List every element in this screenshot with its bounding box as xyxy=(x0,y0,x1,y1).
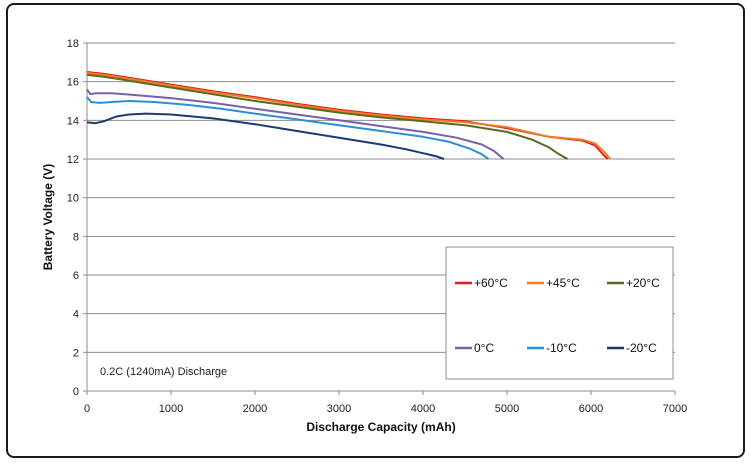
y-tick-label: 0 xyxy=(73,386,79,398)
y-tick-label: 16 xyxy=(67,77,79,89)
x-tick-label: 4000 xyxy=(411,403,435,415)
discharge-annotation: 0.2C (1240mA) Discharge xyxy=(100,366,227,378)
y-tick-label: 18 xyxy=(67,38,79,50)
legend-label-2: +45°C xyxy=(546,276,580,290)
legend-label-1: +60°C xyxy=(474,276,508,290)
y-axis-title: Battery Voltage (V) xyxy=(41,164,55,270)
y-tick-label: 8 xyxy=(73,231,79,243)
y-tick-label: 12 xyxy=(67,154,79,166)
legend-label-5: -10°C xyxy=(546,341,577,355)
x-tick-label: 7000 xyxy=(663,403,687,415)
series-line-6 xyxy=(86,112,445,160)
series-line-2 xyxy=(86,72,612,160)
y-tick-label: 6 xyxy=(73,270,79,282)
y-tick-label: 10 xyxy=(67,193,79,205)
y-tick-label: 4 xyxy=(73,309,79,321)
x-tick-label: 5000 xyxy=(495,403,519,415)
legend-label-6: -20°C xyxy=(626,341,657,355)
series-line-5 xyxy=(86,96,490,160)
x-tick-label: 1000 xyxy=(159,403,183,415)
x-tick-label: 2000 xyxy=(243,403,267,415)
series-line-3 xyxy=(86,73,568,160)
legend-box xyxy=(445,246,674,380)
x-tick-label: 3000 xyxy=(327,403,351,415)
y-tick-label: 2 xyxy=(73,347,79,359)
x-tick-label: 6000 xyxy=(579,403,603,415)
x-axis-title: Discharge Capacity (mAh) xyxy=(306,420,455,434)
y-tick-label: 14 xyxy=(67,115,79,127)
x-tick-label: 0 xyxy=(84,403,90,415)
legend-label-4: 0°C xyxy=(474,341,494,355)
series-line-4 xyxy=(86,88,505,160)
legend-label-3: +20°C xyxy=(626,276,660,290)
